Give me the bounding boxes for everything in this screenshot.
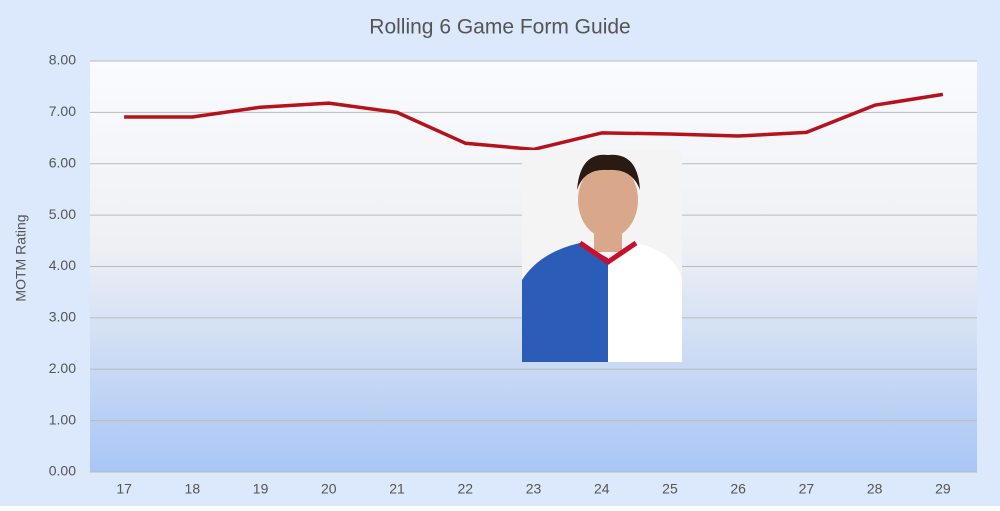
x-tick-label: 21	[389, 481, 405, 497]
y-tick-label: 3.00	[49, 309, 76, 325]
y-tick-label: 7.00	[49, 103, 76, 119]
y-tick-label: 0.00	[49, 463, 76, 479]
y-tick-label: 1.00	[49, 411, 76, 427]
x-tick-label: 18	[185, 481, 201, 497]
x-tick-label: 24	[594, 481, 610, 497]
data-line	[124, 92, 944, 152]
x-tick-label: 29	[935, 481, 951, 497]
y-tick-label: 6.00	[49, 154, 76, 170]
x-tick-label: 17	[116, 481, 132, 497]
x-tick-label: 27	[799, 481, 815, 497]
x-tick-label: 23	[526, 481, 542, 497]
player-photo	[522, 150, 682, 362]
y-tick-label: 2.00	[49, 360, 76, 376]
x-tick-label: 20	[321, 481, 337, 497]
x-tick-label: 26	[730, 481, 746, 497]
chart-title: Rolling 6 Game Form Guide	[369, 16, 630, 39]
y-tick-label: 8.00	[49, 52, 76, 68]
x-tick-label: 28	[867, 481, 883, 497]
x-tick-label: 25	[662, 481, 678, 497]
plot: 0.00 1.00 2.00 3.00 4.00 5.00 6.00 7.00 8.00 17 18…	[49, 52, 977, 497]
y-tick-label: 5.00	[49, 206, 76, 222]
y-tick-label: 4.00	[49, 257, 76, 273]
x-tick-label: 19	[253, 481, 269, 497]
x-tick-label: 22	[457, 481, 473, 497]
y-axis-title: MOTM Rating	[13, 214, 29, 301]
